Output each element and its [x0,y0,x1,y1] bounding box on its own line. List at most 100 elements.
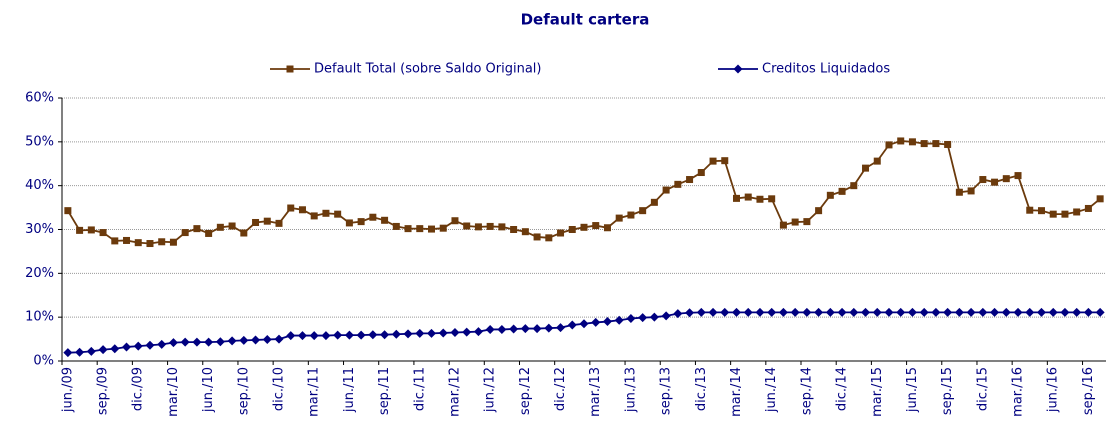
x-tick-label: sep./11 [377,367,392,415]
point [215,337,225,347]
point [86,346,96,356]
point [474,223,482,231]
point [826,191,834,199]
point [169,238,177,246]
point [1095,307,1105,317]
point [731,307,741,317]
point [790,307,800,317]
point [650,198,658,206]
point [674,180,682,188]
point [978,307,988,317]
point [76,226,84,234]
point [1013,307,1023,317]
point [438,328,448,338]
point [145,340,155,350]
point [239,335,249,345]
point [486,222,494,230]
point [556,323,566,333]
point [146,240,154,248]
point [498,223,506,231]
point [391,329,401,339]
point [649,312,659,322]
point [815,207,823,215]
point [920,140,928,148]
point [297,331,307,341]
point [802,307,812,317]
point [520,324,530,334]
point [368,330,378,340]
point [1084,204,1092,212]
x-tick-label: mar./11 [307,367,322,417]
point [321,331,331,341]
x-tick-label: sep./16 [1081,367,1096,415]
x-tick-label: mar./14 [729,367,744,417]
point [428,225,436,233]
point [205,229,213,237]
point [720,307,730,317]
point [392,222,400,230]
point [158,238,166,246]
point [1061,210,1069,218]
point [908,138,916,146]
point [228,222,236,230]
x-tick-label: dic./10 [272,367,287,411]
point [133,341,143,351]
point [557,229,565,237]
x-tick-label: jun./15 [905,367,920,413]
chart-title: Default cartera [521,11,650,29]
point [697,169,705,177]
point [298,206,306,214]
point [274,334,284,344]
point [110,344,120,354]
point [662,186,670,194]
point [755,307,765,317]
point [99,229,107,237]
point [896,307,906,317]
point [709,157,717,165]
point [381,216,389,224]
point [193,225,201,233]
x-tick-label: sep./12 [518,367,533,415]
point [955,188,963,196]
x-tick-label: dic./12 [553,367,568,411]
point [768,195,776,203]
point [533,233,541,241]
point [510,226,518,233]
point [1072,307,1082,317]
point [75,347,85,357]
point [897,137,905,145]
legend-label: Creditos Liquidados [762,62,890,77]
point [415,328,425,338]
point [497,324,507,334]
point [1026,206,1034,214]
point [63,348,73,358]
point [990,307,1000,317]
x-tick-label: jun./12 [483,367,498,413]
point [767,307,777,317]
point [251,335,261,345]
point [1049,210,1057,218]
point [778,307,788,317]
point [862,164,870,172]
x-tick-label: jun./11 [342,367,357,413]
point [521,228,529,236]
point [275,219,283,227]
point [919,307,929,317]
point [1083,307,1093,317]
x-tick-label: jun./14 [764,367,779,413]
point [416,225,424,233]
x-tick-label: dic./09 [131,367,146,411]
x-tick-label: jun./09 [60,367,75,413]
point [685,308,695,318]
point [991,178,999,186]
point [907,307,917,317]
point [603,224,611,232]
point [732,194,740,202]
point [310,212,318,220]
point [626,313,636,323]
point [227,336,237,346]
point [64,207,72,215]
point [1001,307,1011,317]
legend-marker [286,65,294,73]
x-tick-label: jun./13 [623,367,638,413]
